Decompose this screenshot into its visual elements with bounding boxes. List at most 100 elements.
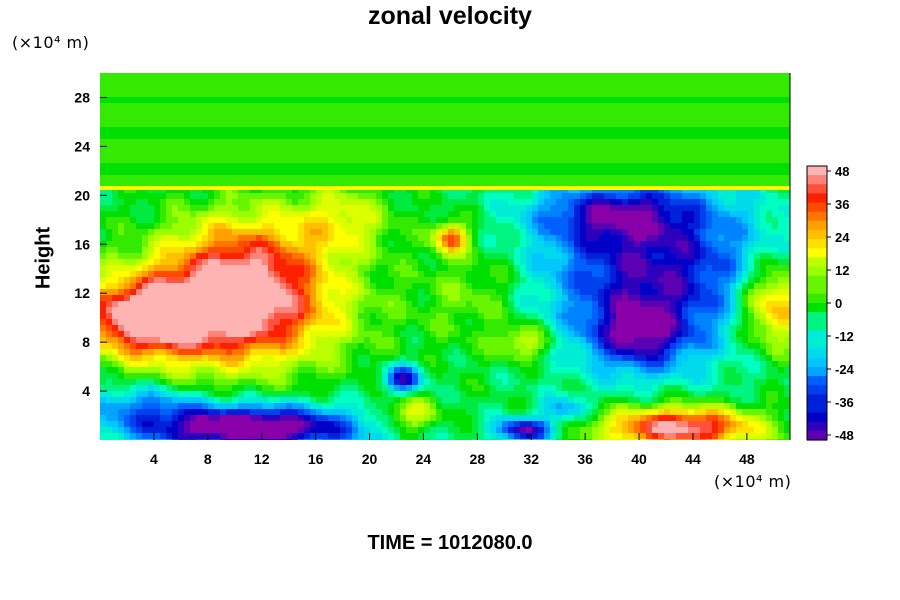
- heatmap-cell: [784, 91, 790, 98]
- heatmap-cell: [646, 121, 653, 128]
- heatmap-cell: [268, 331, 275, 338]
- heatmap-cell: [154, 223, 161, 230]
- heatmap-cell: [724, 169, 731, 176]
- heatmap-cell: [412, 157, 419, 164]
- heatmap-cell: [334, 139, 341, 146]
- heatmap-cell: [322, 181, 329, 188]
- heatmap-cell: [604, 91, 611, 98]
- heatmap-cell: [616, 307, 623, 314]
- heatmap-cell: [562, 259, 569, 266]
- heatmap-cell: [664, 109, 671, 116]
- heatmap-cell: [124, 235, 131, 242]
- heatmap-cell: [364, 127, 371, 134]
- heatmap-cell: [658, 139, 665, 146]
- heatmap-cell: [202, 169, 209, 176]
- heatmap-cell: [274, 331, 281, 338]
- heatmap-cell: [556, 85, 563, 92]
- heatmap-cell: [346, 277, 353, 284]
- heatmap-cell: [178, 121, 185, 128]
- heatmap-cell: [706, 247, 713, 254]
- heatmap-cell: [178, 139, 185, 146]
- heatmap-cell: [136, 253, 143, 260]
- heatmap-cell: [250, 265, 257, 272]
- heatmap-cell: [172, 151, 179, 158]
- heatmap-cell: [502, 313, 509, 320]
- heatmap-cell: [142, 331, 149, 338]
- heatmap-cell: [586, 145, 593, 152]
- heatmap-cell: [262, 229, 269, 236]
- heatmap-cell: [670, 283, 677, 290]
- heatmap-cell: [340, 331, 347, 338]
- heatmap-cell: [352, 223, 359, 230]
- heatmap-cell: [328, 301, 335, 308]
- heatmap-cell: [400, 241, 407, 248]
- heatmap-cell: [538, 265, 545, 272]
- heatmap-cell: [178, 181, 185, 188]
- heatmap-cell: [160, 247, 167, 254]
- heatmap-cell: [172, 115, 179, 122]
- heatmap-cell: [748, 241, 755, 248]
- heatmap-cell: [640, 127, 647, 134]
- heatmap-cell: [604, 151, 611, 158]
- heatmap-cell: [400, 193, 407, 200]
- heatmap-cell: [658, 247, 665, 254]
- heatmap-cell: [106, 79, 113, 86]
- heatmap-cell: [376, 193, 383, 200]
- heatmap-cell: [322, 319, 329, 326]
- heatmap-cell: [568, 277, 575, 284]
- heatmap-cell: [526, 313, 533, 320]
- heatmap-cell: [622, 307, 629, 314]
- heatmap-cell: [556, 205, 563, 212]
- heatmap-cell: [166, 259, 173, 266]
- heatmap-cell: [454, 307, 461, 314]
- heatmap-cell: [772, 265, 779, 272]
- heatmap-cell: [190, 301, 197, 308]
- heatmap-cell: [364, 133, 371, 140]
- heatmap-cell: [244, 223, 251, 230]
- heatmap-cell: [580, 175, 587, 182]
- heatmap-cell: [502, 127, 509, 134]
- heatmap-cell: [490, 103, 497, 110]
- heatmap-cell: [472, 109, 479, 116]
- heatmap-cell: [652, 307, 659, 314]
- heatmap-cell: [196, 193, 203, 200]
- heatmap-cell: [646, 259, 653, 266]
- heatmap-cell: [742, 211, 749, 218]
- heatmap-cell: [592, 193, 599, 200]
- heatmap-cell: [562, 325, 569, 332]
- heatmap-cell: [526, 127, 533, 134]
- heatmap-cell: [556, 283, 563, 290]
- heatmap-cell: [178, 223, 185, 230]
- heatmap-cell: [424, 109, 431, 116]
- heatmap-cell: [484, 79, 491, 86]
- heatmap-cell: [250, 259, 257, 266]
- heatmap-cell: [454, 295, 461, 302]
- heatmap-cell: [298, 247, 305, 254]
- heatmap-cell: [664, 271, 671, 278]
- heatmap-cell: [604, 139, 611, 146]
- heatmap-cell: [562, 181, 569, 188]
- heatmap-cell: [190, 295, 197, 302]
- heatmap-cell: [538, 217, 545, 224]
- heatmap-cell: [142, 205, 149, 212]
- heatmap-cell: [340, 241, 347, 248]
- heatmap-cell: [316, 205, 323, 212]
- heatmap-cell: [202, 283, 209, 290]
- heatmap-cell: [262, 85, 269, 92]
- heatmap-cell: [688, 217, 695, 224]
- heatmap-cell: [772, 151, 779, 158]
- heatmap-cell: [226, 145, 233, 152]
- heatmap-cell: [724, 301, 731, 308]
- heatmap-cell: [442, 283, 449, 290]
- heatmap-cell: [232, 247, 239, 254]
- heatmap-cell: [412, 103, 419, 110]
- heatmap-cell: [472, 307, 479, 314]
- heatmap-cell: [418, 157, 425, 164]
- heatmap-cell: [226, 151, 233, 158]
- heatmap-cell: [514, 259, 521, 266]
- heatmap-cell: [628, 73, 635, 80]
- heatmap-cell: [352, 151, 359, 158]
- heatmap-cell: [646, 145, 653, 152]
- heatmap-cell: [490, 91, 497, 98]
- heatmap-cell: [688, 247, 695, 254]
